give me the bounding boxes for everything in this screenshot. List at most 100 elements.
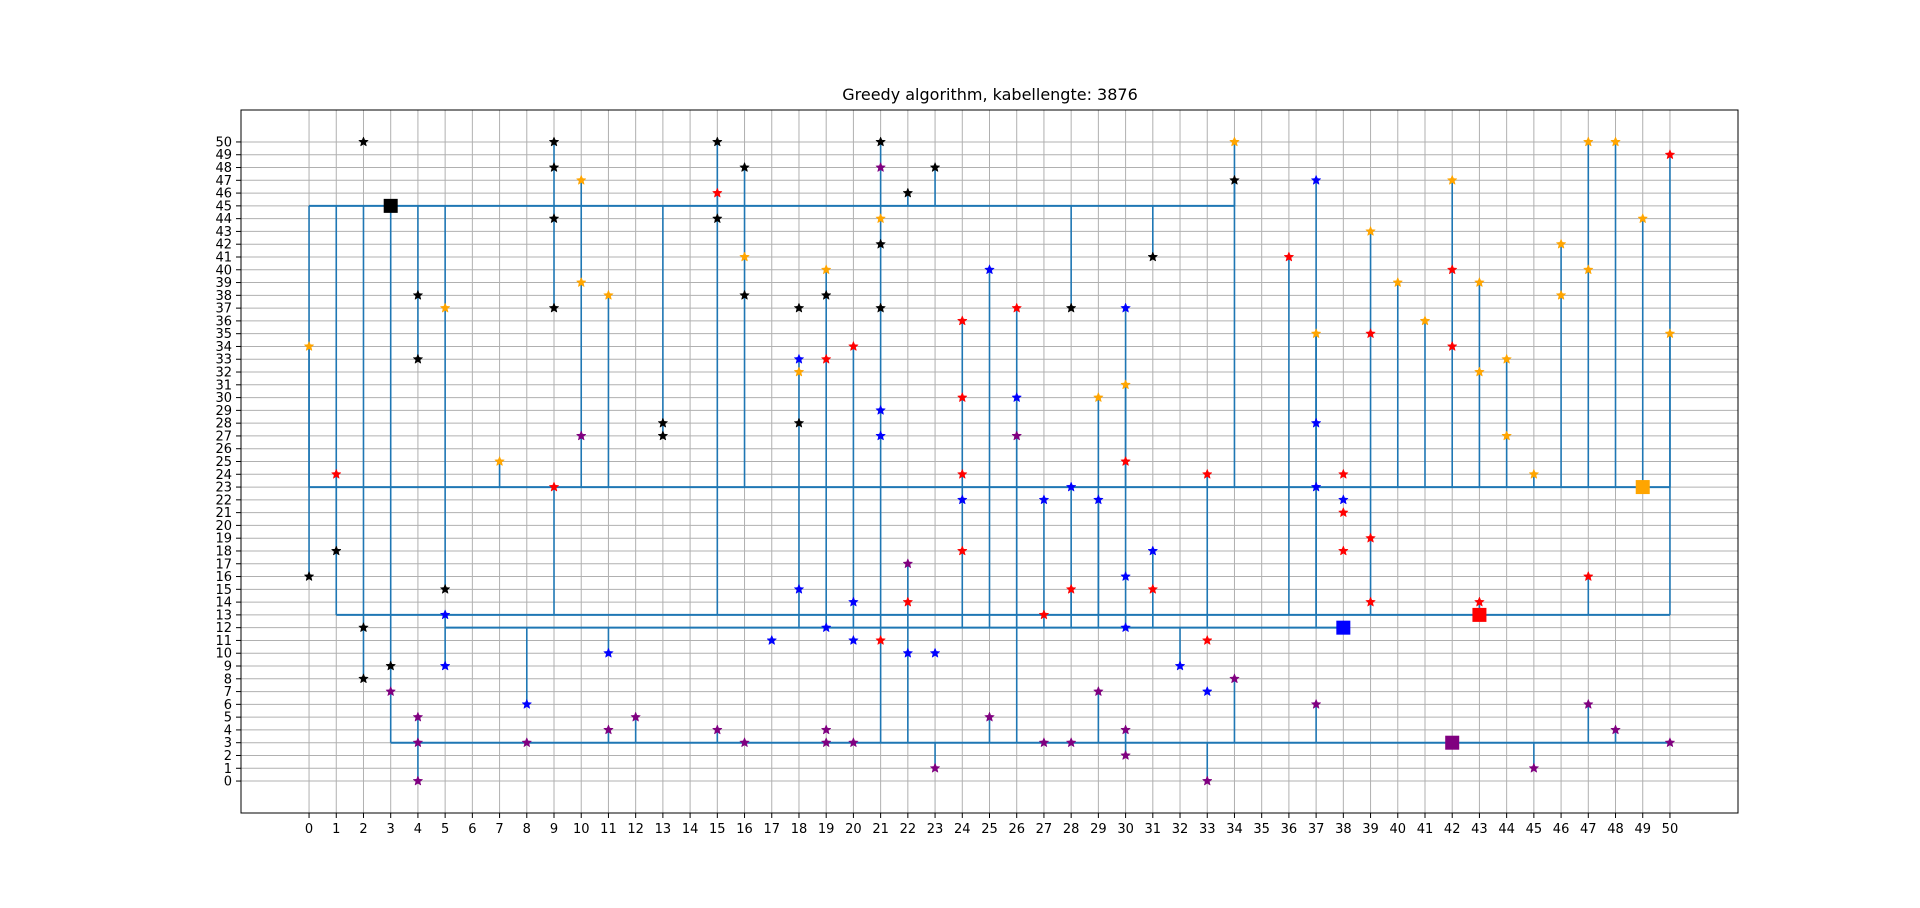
x-tick-label: 39 (1362, 822, 1379, 837)
house-marker (848, 634, 859, 646)
house-marker (330, 468, 342, 479)
y-tick-label: 16 (215, 570, 232, 585)
house-marker (1446, 340, 1458, 352)
x-tick-label: 25 (981, 822, 998, 837)
house-marker (1229, 673, 1240, 684)
battery-layer (383, 198, 1650, 750)
x-tick-label: 35 (1253, 822, 1270, 837)
house-marker (1446, 174, 1458, 185)
house-marker (848, 596, 859, 607)
house-marker (412, 711, 424, 722)
house-marker (1120, 455, 1131, 467)
y-tick-label: 23 (215, 481, 232, 496)
house-marker (902, 596, 914, 607)
house-marker (1610, 136, 1621, 147)
y-tick-label: 49 (215, 148, 232, 163)
house-marker (1365, 225, 1376, 236)
house-marker (739, 251, 750, 262)
house-marker (711, 724, 723, 735)
house-marker (303, 570, 315, 582)
house-marker (875, 404, 886, 415)
x-tick-label: 45 (1526, 822, 1543, 837)
y-tick-label: 32 (215, 366, 232, 381)
house-marker (711, 187, 723, 198)
house-marker (820, 264, 832, 275)
x-tick-label: 37 (1308, 822, 1325, 837)
y-tick-label: 42 (215, 238, 232, 253)
house-marker (1120, 622, 1131, 633)
house-marker (711, 212, 723, 224)
x-tick-label: 32 (1172, 822, 1189, 837)
house-marker (902, 187, 914, 198)
house-marker (1365, 328, 1376, 339)
house-marker (1419, 315, 1431, 326)
y-tick-label: 12 (215, 621, 232, 636)
y-tick-label: 28 (215, 417, 232, 432)
house-marker (1365, 596, 1376, 607)
x-tick-label: 12 (627, 822, 644, 837)
house-marker (1310, 481, 1322, 492)
house-marker (1337, 506, 1349, 518)
house-marker (412, 775, 424, 786)
house-marker (1337, 468, 1349, 479)
x-tick-label: 22 (900, 822, 917, 837)
y-tick-label: 38 (215, 289, 232, 304)
house-marker (1664, 149, 1676, 160)
house-marker (1093, 391, 1104, 403)
house-marker (848, 737, 859, 748)
house-marker (548, 302, 560, 313)
house-marker (575, 430, 587, 441)
y-tick-label: 15 (215, 583, 232, 598)
x-tick-label: 13 (655, 822, 672, 837)
house-marker (875, 634, 886, 646)
y-tick-label: 18 (215, 544, 232, 559)
plot-frame (240, 109, 1739, 814)
house-marker (303, 340, 315, 352)
battery-marker (383, 198, 398, 213)
x-tick-label: 33 (1199, 822, 1216, 837)
house-marker (929, 161, 941, 173)
house-marker (575, 174, 587, 185)
house-marker (1174, 660, 1186, 671)
house-marker (1201, 775, 1213, 786)
house-marker (739, 161, 750, 173)
house-marker (1065, 583, 1077, 594)
house-marker (603, 289, 614, 300)
house-marker (630, 711, 642, 722)
house-marker (956, 545, 968, 556)
y-tick-label: 25 (215, 455, 232, 470)
house-marker (1201, 685, 1213, 697)
house-marker (1555, 238, 1567, 249)
house-marker (820, 289, 832, 300)
battery-marker (1472, 607, 1487, 622)
y-tick-label: 30 (215, 391, 232, 406)
y-tick-label: 7 (224, 685, 232, 700)
house-marker (657, 417, 669, 428)
house-marker (1038, 737, 1050, 748)
house-marker (956, 391, 968, 403)
house-marker (1310, 698, 1322, 709)
house-marker (1201, 468, 1213, 479)
house-marker (956, 315, 968, 326)
y-tick-label: 44 (215, 212, 232, 227)
y-tick-label: 1 (224, 762, 232, 777)
house-marker (902, 647, 914, 658)
house-marker (1310, 328, 1322, 339)
y-tick-label: 50 (215, 135, 232, 150)
house-marker (739, 289, 750, 300)
house-marker (793, 583, 805, 594)
y-tick-label: 4 (224, 723, 232, 738)
house-marker (956, 494, 968, 505)
house-marker (548, 136, 560, 147)
x-tick-label: 38 (1335, 822, 1352, 837)
house-marker (1310, 417, 1322, 428)
y-tick-label: 21 (215, 506, 232, 521)
house-marker (1283, 251, 1295, 262)
house-marker (902, 558, 914, 569)
x-tick-label: 17 (763, 822, 780, 837)
y-tick-label: 0 (224, 775, 232, 790)
x-tick-label: 2 (359, 822, 367, 837)
house-marker (1664, 737, 1676, 748)
x-tick-label: 29 (1090, 822, 1107, 837)
y-tick-label: 48 (215, 161, 232, 176)
